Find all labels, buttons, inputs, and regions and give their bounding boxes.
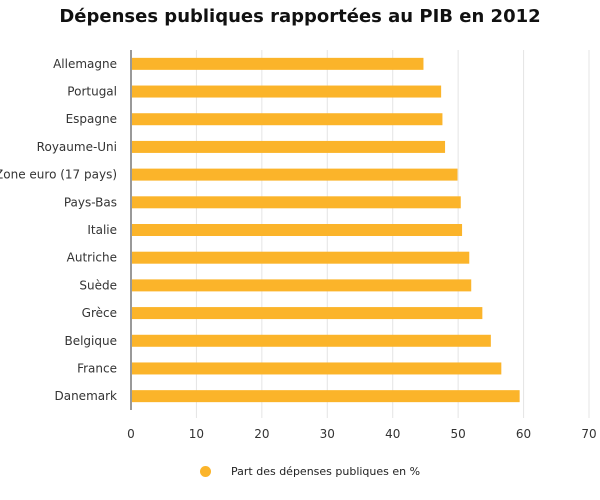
category-label: Autriche xyxy=(67,251,117,265)
bar[interactable] xyxy=(132,279,472,292)
x-tick-label: 10 xyxy=(189,427,204,441)
bar[interactable] xyxy=(132,307,483,320)
category-label: Pays-Bas xyxy=(64,195,117,209)
category-label: Royaume-Uni xyxy=(37,140,117,154)
bar[interactable] xyxy=(132,168,458,181)
x-tick-label: 20 xyxy=(254,427,269,441)
x-tick-label: 60 xyxy=(516,427,531,441)
legend-marker xyxy=(200,465,211,477)
category-label: Italie xyxy=(87,223,117,237)
bar[interactable] xyxy=(132,85,442,98)
bar[interactable] xyxy=(132,140,446,153)
category-label: Belgique xyxy=(64,334,117,348)
x-axis-ticks: 0 10 20 30 40 50 60 70 xyxy=(127,427,596,441)
category-label: Danemark xyxy=(54,389,117,403)
chart-title: Dépenses publiques rapportées au PIB en … xyxy=(59,6,541,27)
category-label: Portugal xyxy=(67,85,117,99)
category-label: Suède xyxy=(79,278,117,292)
bar[interactable] xyxy=(132,251,470,264)
x-tick-label: 30 xyxy=(320,427,335,441)
bar[interactable] xyxy=(132,390,520,403)
category-label: Allemagne xyxy=(53,57,117,71)
x-tick-label: 50 xyxy=(451,427,466,441)
category-label: France xyxy=(77,361,117,375)
category-label: Grèce xyxy=(82,306,117,320)
category-labels: Allemagne Portugal Espagne Royaume-Uni Zone … xyxy=(0,57,117,403)
bar[interactable] xyxy=(132,224,463,236)
category-label: Zone euro (17 pays) xyxy=(0,168,117,182)
bar[interactable] xyxy=(132,362,502,375)
x-tick-label: 40 xyxy=(385,427,400,441)
x-tick-label: 0 xyxy=(127,427,135,441)
bar[interactable] xyxy=(132,334,491,347)
bar[interactable] xyxy=(132,57,424,70)
legend-label: Part des dépenses publiques en % xyxy=(231,464,421,478)
bars xyxy=(132,57,520,403)
legend[interactable]: Part des dépenses publiques en % xyxy=(200,462,420,480)
x-tick-label: 70 xyxy=(581,427,596,441)
bar[interactable] xyxy=(132,196,461,209)
category-label: Espagne xyxy=(66,112,117,126)
bar[interactable] xyxy=(132,113,443,126)
